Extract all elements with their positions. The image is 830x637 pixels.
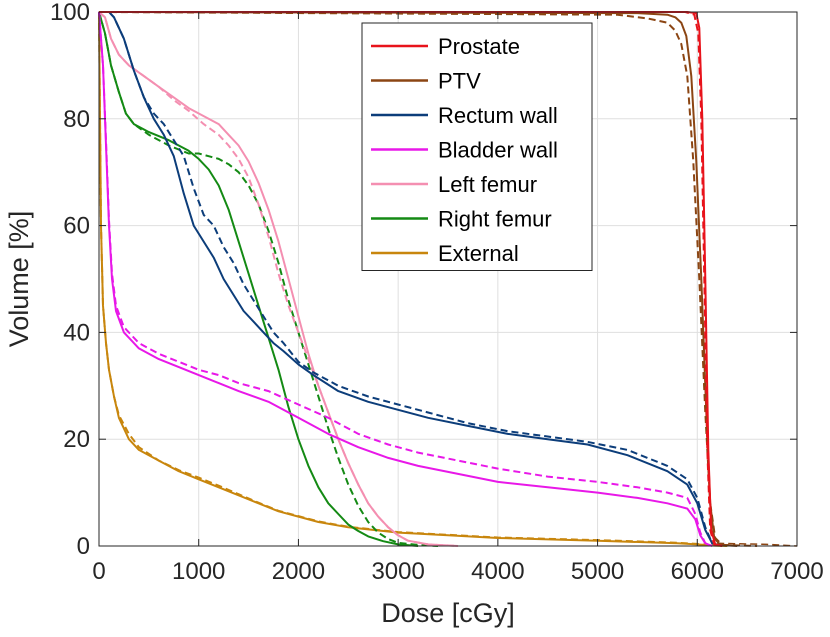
- y-tick-label: 40: [63, 319, 90, 346]
- rectum-wall-dashed-line: [99, 11, 723, 547]
- prostate-solid-line: [99, 11, 723, 547]
- axis-ticks: 0 1000 2000 3000 4000 5000 6000 7000 0 20 40 60 80 10…: [50, 0, 824, 585]
- y-tick-label: 60: [63, 213, 90, 240]
- legend-label-bladder-wall: Bladder wall: [438, 138, 558, 163]
- y-tick-label: 20: [63, 426, 90, 453]
- legend-label-prostate: Prostate: [438, 34, 520, 59]
- external-solid-line: [98, 11, 728, 547]
- x-tick-label: 7000: [770, 558, 823, 585]
- x-axis-label: Dose [cGy]: [381, 598, 515, 628]
- legend-label-external: External: [438, 241, 519, 266]
- x-tick-label: 3000: [371, 558, 424, 585]
- right-femur-solid-line: [98, 11, 419, 547]
- legend-label-ptv: PTV: [438, 69, 481, 94]
- bladder-wall-solid-line: [98, 11, 713, 547]
- y-tick-label: 80: [63, 106, 90, 133]
- legend-label-right-femur: Right femur: [438, 207, 552, 232]
- y-tick-label: 100: [50, 0, 90, 26]
- left-femur-dashed-line: [98, 11, 459, 547]
- y-tick-label: 0: [77, 533, 90, 560]
- plot-frame: [98, 11, 798, 547]
- legend-label-rectum-wall: Rectum wall: [438, 103, 558, 128]
- legend-box: [361, 22, 593, 271]
- left-femur-solid-line: [98, 11, 459, 547]
- legend: Prostate PTV Rectum wall Bladder wall Left f…: [361, 22, 593, 271]
- ptv-solid-line: [98, 11, 738, 547]
- x-tick-label: 1000: [172, 558, 225, 585]
- x-tick-label: 0: [92, 558, 105, 585]
- x-tick-label: 2000: [272, 558, 325, 585]
- rectum-wall-solid-line: [99, 11, 723, 547]
- legend-label-left-femur: Left femur: [438, 172, 537, 197]
- x-tick-label: 5000: [571, 558, 624, 585]
- y-axis-label: Volume [%]: [4, 211, 34, 348]
- x-tick-label: 6000: [671, 558, 724, 585]
- plot-lines: [98, 11, 798, 547]
- x-tick-label: 4000: [471, 558, 524, 585]
- ptv-tail-line: [717, 542, 798, 547]
